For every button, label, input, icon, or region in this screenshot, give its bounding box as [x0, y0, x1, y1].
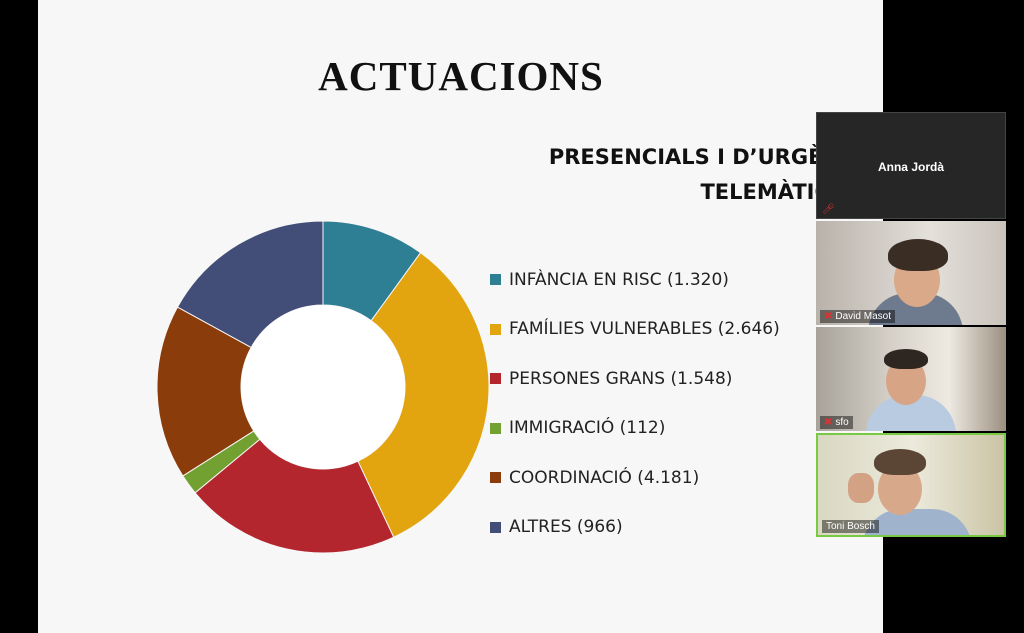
legend-label: IMMIGRACIÓ (112)	[509, 418, 666, 439]
donut-hole	[241, 305, 405, 469]
name-tag: Toni Bosch	[822, 520, 879, 533]
video-tile-sfo[interactable]: ✖ sfo	[816, 327, 1006, 431]
legend-swatch	[490, 274, 501, 286]
person-hair	[884, 349, 928, 369]
legend-swatch	[490, 373, 501, 385]
legend-label: FAMÍLIES VULNERABLES (2.646)	[509, 319, 780, 340]
legend-item: FAMÍLIES VULNERABLES (2.646)	[490, 305, 780, 355]
participant-name: David Masot	[835, 311, 891, 322]
legend-item: PERSONES GRANS (1.548)	[490, 354, 780, 404]
legend-item: IMMIGRACIÓ (112)	[490, 404, 780, 454]
slide-title: ACTUACIONS	[318, 53, 604, 99]
legend-item: COORDINACIÓ (4.181)	[490, 453, 780, 503]
video-tile-toni-bosch[interactable]: Toni Bosch	[816, 433, 1006, 537]
person-hair	[888, 239, 948, 271]
person-hair	[874, 449, 926, 475]
legend-label: COORDINACIÓ (4.181)	[509, 467, 700, 488]
participant-name: Anna Jordà	[877, 160, 944, 174]
muted-mic-icon: 🎤︎	[822, 204, 835, 215]
legend-label: PERSONES GRANS (1.548)	[509, 368, 733, 389]
legend-swatch	[490, 422, 501, 434]
donut-chart	[156, 220, 490, 554]
legend-label: ALTRES (966)	[509, 517, 623, 538]
legend-swatch	[490, 323, 501, 335]
participant-name: sfo	[835, 417, 849, 428]
legend-swatch	[490, 472, 501, 484]
video-tile-anna-jorda[interactable]: Anna Jordà 🎤︎	[816, 112, 1006, 219]
legend-swatch	[490, 521, 501, 533]
name-tag: ✖ sfo	[820, 416, 853, 429]
legend-item: INFÀNCIA EN RISC (1.320)	[490, 255, 780, 305]
video-tile-david-masot[interactable]: ✖ David Masot	[816, 221, 1006, 325]
participant-name: Toni Bosch	[826, 521, 875, 532]
video-participants-panel: Anna Jordà 🎤︎ ✖ David Masot ✖ sfo Toni Bos…	[816, 112, 1006, 537]
muted-mic-icon: ✖	[824, 311, 833, 322]
muted-mic-icon: ✖	[824, 417, 833, 428]
name-tag: ✖ David Masot	[820, 310, 895, 323]
chart-legend: INFÀNCIA EN RISC (1.320) FAMÍLIES VULNERA…	[490, 255, 780, 552]
person-hand	[848, 473, 874, 503]
legend-label: INFÀNCIA EN RISC (1.320)	[509, 269, 729, 290]
donut-slice-2	[194, 438, 395, 554]
legend-item: ALTRES (966)	[490, 503, 780, 553]
